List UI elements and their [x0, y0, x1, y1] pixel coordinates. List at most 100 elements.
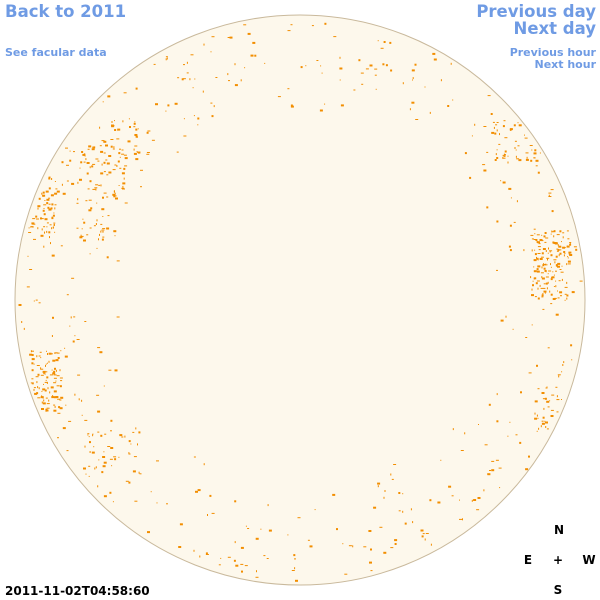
facula: [166, 57, 168, 60]
facula: [54, 207, 56, 210]
facula: [139, 473, 142, 475]
facula: [424, 538, 426, 541]
facula: [113, 456, 117, 458]
facula: [412, 521, 414, 524]
facula: [119, 434, 123, 437]
facula: [80, 161, 83, 164]
facula: [520, 391, 522, 394]
facula: [122, 185, 124, 188]
facula: [305, 65, 307, 67]
prev-hour-link[interactable]: Previous hour: [510, 46, 597, 59]
facula: [537, 287, 539, 290]
facula: [86, 172, 89, 175]
next-hour-link[interactable]: Next hour: [535, 58, 597, 71]
facula: [114, 120, 115, 122]
facula: [469, 176, 472, 179]
facula: [240, 546, 244, 549]
facula: [101, 229, 105, 231]
facula: [546, 400, 550, 403]
facula: [385, 64, 388, 67]
facula: [544, 292, 546, 294]
facula: [540, 256, 544, 258]
facula: [57, 357, 60, 359]
facula: [514, 147, 516, 149]
facula: [78, 398, 80, 401]
facular-link[interactable]: See facular data: [5, 46, 107, 59]
facula: [556, 399, 560, 401]
facula: [102, 196, 104, 199]
facula: [547, 273, 549, 275]
facula: [128, 440, 131, 443]
facula: [101, 140, 105, 142]
facula: [48, 177, 51, 180]
facula: [88, 209, 92, 212]
facula: [550, 254, 553, 257]
facula: [44, 200, 46, 201]
facula: [556, 411, 559, 413]
next-day-link[interactable]: Next day: [514, 19, 597, 38]
facula: [300, 66, 303, 69]
facula: [93, 225, 96, 227]
facula: [545, 250, 547, 252]
facula: [333, 36, 337, 38]
facula: [540, 272, 544, 274]
facula: [542, 308, 545, 310]
facula: [546, 287, 548, 290]
facula: [550, 233, 552, 235]
facula: [56, 190, 60, 193]
facula: [85, 158, 87, 161]
compass-n: N: [554, 523, 564, 537]
facula: [112, 125, 115, 127]
facula: [44, 381, 48, 383]
facula: [227, 73, 229, 76]
facula: [555, 285, 557, 288]
facula: [74, 393, 76, 396]
facula: [244, 67, 246, 69]
facula: [46, 407, 50, 409]
facula: [358, 59, 361, 62]
facula: [448, 485, 452, 488]
facula: [65, 404, 67, 406]
facula: [140, 169, 143, 171]
facula: [210, 102, 213, 104]
facula: [54, 352, 58, 354]
facula: [563, 361, 565, 364]
facula: [197, 489, 201, 492]
facula: [545, 421, 548, 424]
facula: [553, 235, 555, 238]
facula: [109, 491, 112, 494]
facula: [558, 280, 561, 282]
facula: [545, 426, 547, 428]
facula: [165, 58, 167, 61]
facula: [509, 249, 512, 252]
facula: [50, 207, 53, 210]
facula: [40, 368, 44, 370]
facula: [452, 99, 454, 101]
facula: [531, 149, 533, 151]
facula: [227, 37, 231, 38]
facula: [550, 263, 551, 266]
facula: [150, 491, 152, 493]
facula: [156, 502, 158, 504]
facula: [98, 238, 99, 241]
back-link[interactable]: Back to 2011: [5, 2, 126, 21]
facula: [324, 22, 327, 25]
facula: [277, 96, 281, 98]
facula: [549, 250, 553, 252]
facula: [50, 386, 54, 389]
facula: [97, 410, 101, 413]
facula: [134, 145, 138, 147]
facula: [35, 376, 39, 378]
facula: [534, 253, 537, 256]
facula: [546, 386, 548, 388]
facula: [533, 228, 536, 230]
facula: [106, 227, 110, 230]
facula: [538, 243, 541, 245]
facula: [40, 217, 42, 220]
prev-day-link[interactable]: Previous day: [476, 2, 596, 21]
facula: [503, 120, 506, 122]
facula: [119, 148, 121, 150]
facula: [531, 249, 533, 252]
facula: [48, 203, 51, 205]
